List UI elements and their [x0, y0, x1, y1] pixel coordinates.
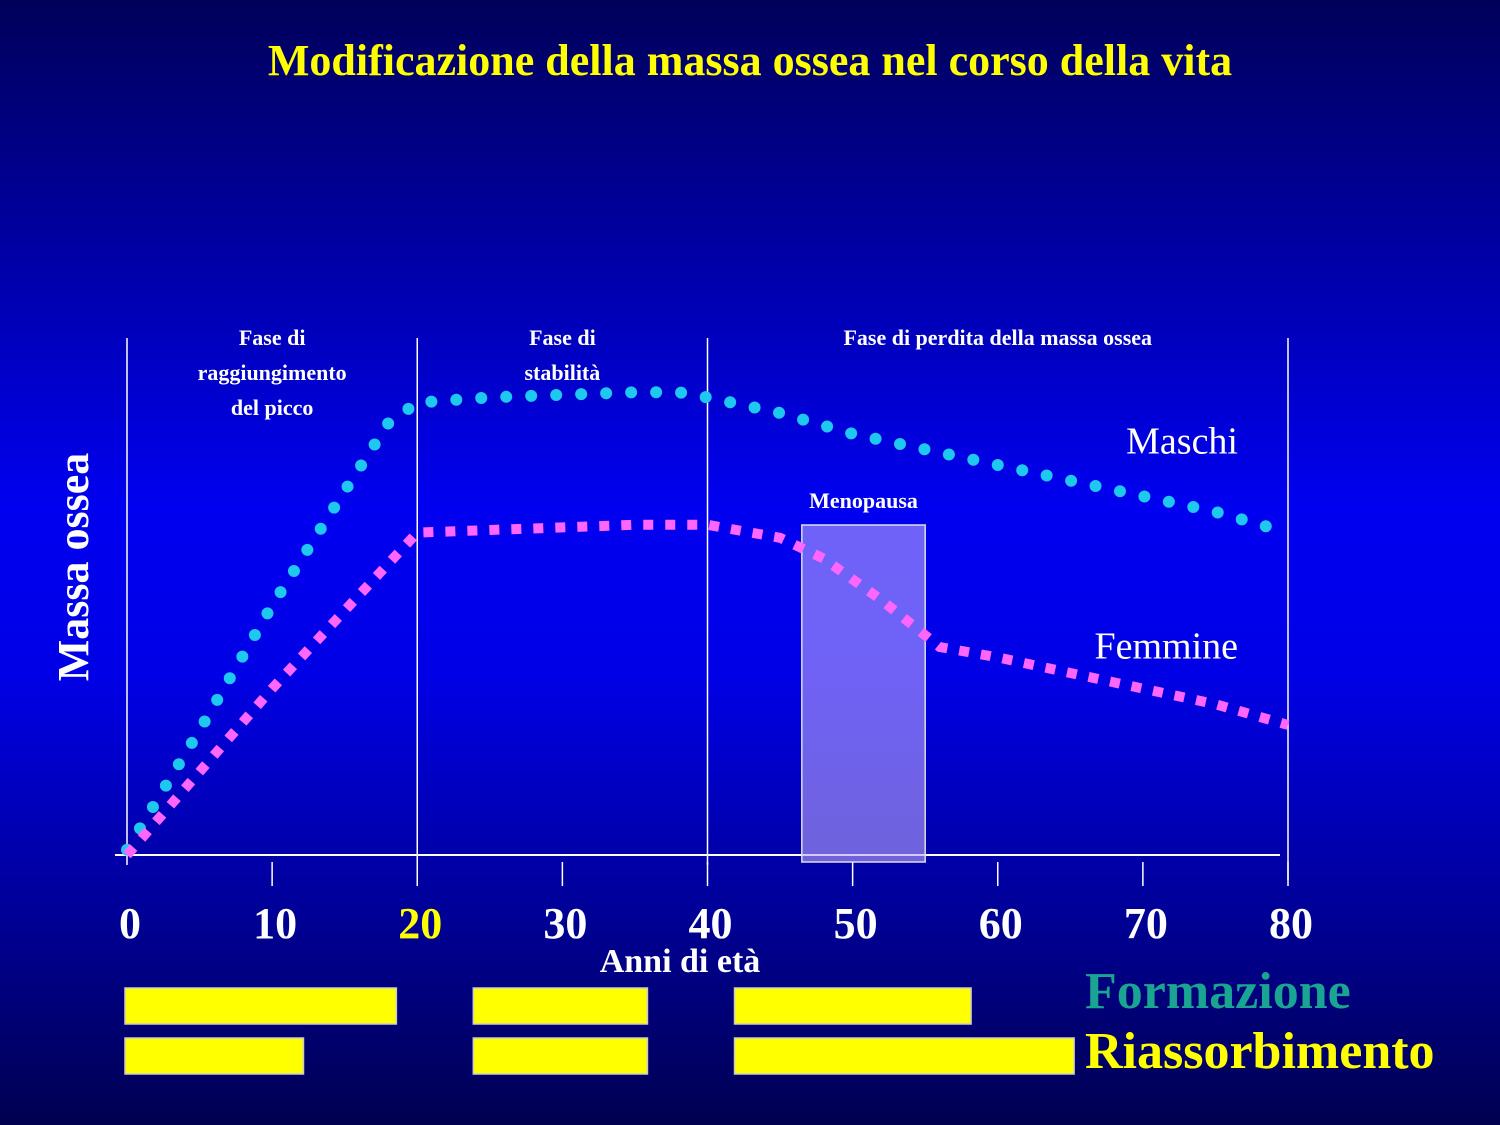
phase-label: stabilità — [524, 360, 600, 385]
series-label: Femmine — [1094, 626, 1238, 668]
phase-label: Fase di perdita della massa ossea — [843, 325, 1152, 350]
activity-label: Formazione — [1085, 963, 1351, 1020]
x-tick-label: 0 — [119, 899, 141, 948]
x-tick-label: 30 — [543, 899, 587, 948]
y-axis-label: Massa ossea — [49, 453, 98, 682]
phase-label: Fase di — [529, 325, 596, 350]
activity-bar — [472, 987, 649, 1025]
phase-label: del picco — [231, 395, 314, 420]
phase-label: raggiungimento — [198, 360, 347, 385]
activity-bar — [472, 1037, 649, 1075]
activity-bar — [124, 1037, 305, 1075]
x-tick-label: 50 — [834, 899, 878, 948]
activity-bar — [733, 987, 972, 1025]
phase-label: Fase di — [239, 325, 306, 350]
data-line — [123, 519, 1290, 859]
x-tick-label: 20 — [398, 899, 442, 948]
x-tick-label: 80 — [1269, 899, 1313, 948]
activity-bar — [124, 987, 398, 1025]
activity-label: Riassorbimento — [1085, 1023, 1435, 1080]
menopause-band — [801, 524, 926, 863]
x-tick-label: 40 — [689, 899, 733, 948]
series-label: Maschi — [1126, 420, 1238, 462]
band-label: Menopausa — [809, 488, 918, 513]
x-tick-label: 10 — [253, 899, 297, 948]
chart-title: Modificazione della massa ossea nel cors… — [268, 36, 1232, 85]
data-line — [121, 386, 1294, 856]
x-axis-label: Anni di età — [600, 943, 761, 980]
activity-bar — [733, 1037, 1075, 1075]
x-tick-label: 70 — [1124, 899, 1168, 948]
x-tick-label: 60 — [979, 899, 1023, 948]
